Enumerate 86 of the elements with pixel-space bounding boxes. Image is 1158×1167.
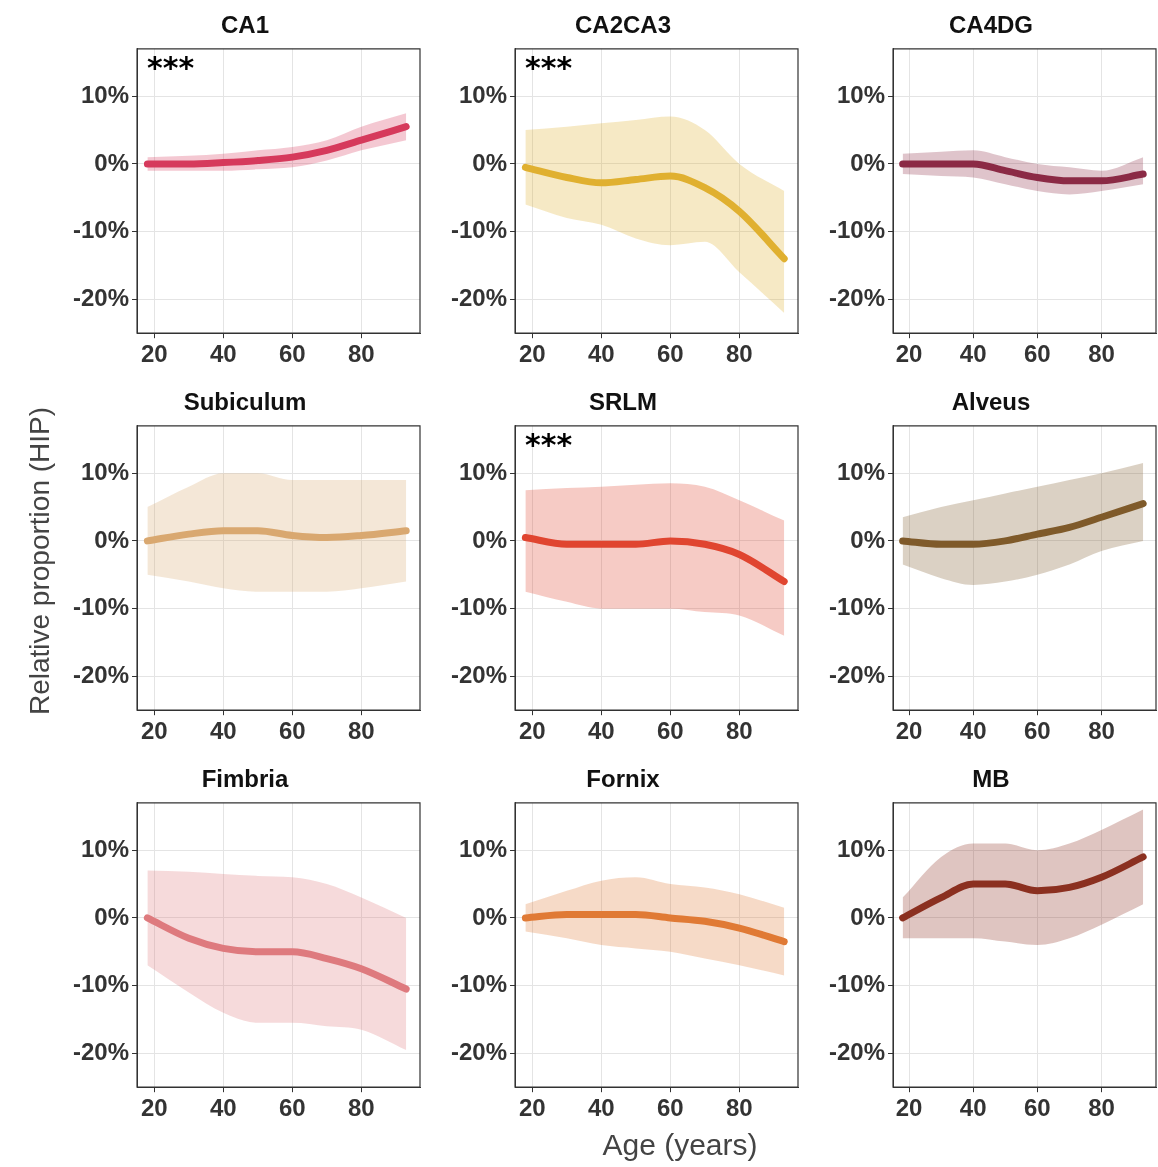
x-tick-label: 60 [1023,717,1051,745]
x-tick-label: 40 [587,717,615,745]
y-tick-label: 0% [472,148,508,176]
x-tick-label: 60 [278,340,306,368]
chart-title: CA2CA3 [574,11,672,39]
x-tick-label: 80 [1088,717,1115,745]
y-tick-label: 10% [458,834,508,862]
y-tick-label: 10% [836,80,886,108]
y-tick-label: 10% [836,834,886,862]
x-axis-title: Age (years) [601,1128,759,1162]
y-tick-label: 10% [458,457,508,485]
x-tick-label: 40 [587,340,615,368]
y-tick-label: -20% [451,283,508,311]
x-tick-label: 20 [140,717,168,745]
y-tick-label: -10% [451,970,508,998]
y-tick-label: -10% [451,593,508,621]
x-tick-label: 20 [518,1094,546,1122]
y-tick-label: 10% [836,457,886,485]
y-tick-label: -20% [829,283,886,311]
chart-title: CA4DG [948,11,1034,39]
x-tick-label: 20 [140,1094,168,1122]
x-tick-label: 80 [347,717,375,745]
x-tick-label: 60 [656,340,684,368]
y-tick-label: 0% [850,525,886,553]
y-tick-label: -20% [451,660,508,688]
x-tick-label: 20 [518,340,546,368]
y-tick-label: -10% [829,970,886,998]
y-tick-label: -20% [829,660,886,688]
x-tick-label: 60 [1023,340,1051,368]
y-tick-label: 0% [850,148,886,176]
x-tick-label: 40 [959,340,987,368]
chart-title: Fornix [586,765,661,793]
x-tick-label: 60 [278,1094,306,1122]
y-tick-label: -20% [73,1037,130,1065]
x-tick-label: 40 [959,717,987,745]
y-tick-label: 0% [472,525,508,553]
y-tick-label: -20% [73,283,130,311]
y-tick-label: 0% [850,902,886,930]
y-tick-label: -10% [451,216,508,244]
y-tick-label: 10% [80,80,130,108]
y-tick-label: 10% [458,80,508,108]
annotation: *** [525,49,573,85]
x-tick-label: 80 [347,1094,375,1122]
x-tick-label: 80 [725,1094,753,1122]
x-tick-label: 80 [1088,340,1115,368]
y-tick-label: -20% [73,660,130,688]
y-tick-label: 10% [80,457,130,485]
x-tick-label: 20 [895,340,923,368]
y-tick-label: -20% [829,1037,886,1065]
x-tick-label: 20 [895,1094,923,1122]
x-tick-label: 80 [725,340,753,368]
y-tick-label: 0% [94,525,130,553]
annotation: *** [525,426,573,462]
y-tick-label: -10% [73,216,130,244]
chart-title: Alveus [951,388,1031,416]
chart-title: Fimbria [201,765,289,793]
x-tick-label: 20 [895,717,923,745]
x-tick-label: 60 [278,717,306,745]
x-tick-label: 80 [347,340,375,368]
x-tick-label: 20 [518,717,546,745]
y-axis-title: Relative proportion (HIP) [24,405,56,718]
annotation: *** [147,49,195,85]
y-tick-label: -20% [451,1037,508,1065]
x-tick-label: 40 [209,340,237,368]
y-tick-label: 0% [472,902,508,930]
x-tick-label: 60 [656,717,684,745]
y-tick-label: -10% [73,970,130,998]
y-tick-label: -10% [829,593,886,621]
y-tick-label: -10% [829,216,886,244]
x-tick-label: 80 [1088,1094,1115,1122]
x-tick-label: 60 [656,1094,684,1122]
y-tick-label: 0% [94,148,130,176]
x-tick-label: 80 [725,717,753,745]
chart-title: MB [972,765,1010,793]
y-tick-label: 10% [80,834,130,862]
x-tick-label: 40 [209,1094,237,1122]
x-tick-label: 40 [587,1094,615,1122]
x-tick-label: 40 [209,717,237,745]
x-tick-label: 60 [1023,1094,1051,1122]
chart-title: SRLM [589,388,657,416]
chart-title: CA1 [220,11,270,39]
y-tick-label: -10% [73,593,130,621]
y-tick-label: 0% [94,902,130,930]
x-tick-label: 40 [959,1094,987,1122]
x-tick-label: 20 [140,340,168,368]
chart-title: Subiculum [183,388,307,416]
